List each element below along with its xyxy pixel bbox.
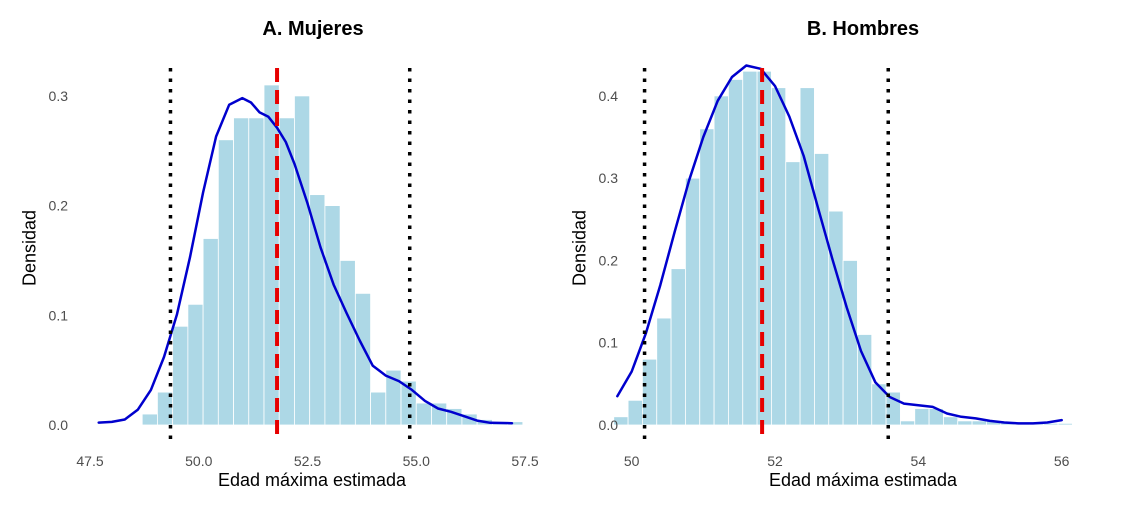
- x-axis-ticks: 50 52 54 56: [624, 453, 1070, 469]
- y-tick-label: 0.2: [49, 198, 69, 214]
- x-axis-label: Edad máxima estimada: [768, 470, 958, 490]
- histogram-bars: [613, 70, 1073, 426]
- x-tick-label: 50.0: [185, 453, 212, 469]
- histogram-bar: [943, 416, 959, 426]
- histogram-bar: [857, 334, 873, 426]
- histogram-bar: [324, 205, 341, 426]
- density-curve-group: [97, 96, 514, 425]
- x-axis-label: Edad máxima estimada: [217, 470, 407, 490]
- x-tick-label: 52: [767, 453, 783, 469]
- x-tick-label: 57.5: [511, 453, 538, 469]
- histogram-bar: [202, 238, 219, 426]
- histogram-bar: [370, 391, 387, 426]
- chart-panel-hombres: B. Hombres 50 52 54 56 0.0 0.1 0.2 0.3 0.4 Edad…: [560, 0, 1120, 511]
- histogram-bar: [141, 413, 158, 426]
- histogram-bars: [141, 84, 524, 426]
- histogram-bar: [699, 128, 715, 426]
- histogram-bar: [278, 117, 295, 426]
- reference-lines: [642, 68, 890, 440]
- histogram-bar: [771, 87, 787, 426]
- y-axis-label: Densidad: [569, 209, 590, 287]
- x-tick-label: 47.5: [76, 453, 103, 469]
- y-tick-label: 0.1: [599, 335, 619, 351]
- density-curve-group: [616, 64, 1063, 425]
- histogram-bar: [785, 161, 801, 426]
- histogram-bar: [233, 117, 250, 426]
- y-axis-label: Densidad: [19, 209, 40, 287]
- chart-panel-mujeres: A. Mujeres 47.5 50.0 52.5 55.0 57.5 0.0 0.1 0.…: [0, 0, 560, 511]
- histogram-bar: [814, 153, 830, 426]
- density-curve: [97, 96, 514, 425]
- histogram-bar: [828, 210, 844, 426]
- y-axis-ticks: 0.0 0.1 0.2 0.3: [49, 88, 69, 433]
- reference-lines: [168, 68, 412, 440]
- histogram-bar: [799, 87, 815, 426]
- density-curve: [616, 64, 1063, 425]
- histogram-bar: [627, 399, 643, 426]
- x-axis-ticks: 47.5 50.0 52.5 55.0 57.5: [76, 453, 538, 469]
- histogram-bar: [248, 117, 265, 426]
- histogram-bar: [415, 402, 432, 426]
- x-tick-label: 50: [624, 453, 640, 469]
- histogram-bar: [685, 177, 701, 426]
- histogram-bar: [842, 260, 858, 426]
- histogram-bar: [1057, 422, 1073, 426]
- histogram-bar: [742, 70, 758, 426]
- histogram-bar: [914, 408, 930, 426]
- histogram-bar: [713, 95, 729, 426]
- x-tick-label: 52.5: [294, 453, 321, 469]
- y-tick-label: 0.2: [599, 252, 619, 268]
- histogram-bar: [187, 303, 204, 426]
- y-tick-label: 0.4: [599, 88, 619, 104]
- histogram-bar: [971, 420, 987, 426]
- histogram-bar: [728, 79, 744, 426]
- histogram-bar: [756, 70, 772, 426]
- histogram-bar: [900, 420, 916, 426]
- x-tick-label: 54: [911, 453, 927, 469]
- histogram-bar: [656, 317, 672, 426]
- histogram-bar: [670, 268, 686, 426]
- y-tick-label: 0.3: [599, 170, 619, 186]
- histogram-bar: [309, 194, 326, 426]
- x-tick-label: 55.0: [403, 453, 430, 469]
- histogram-bar: [957, 420, 973, 426]
- plot-area: 50 52 54 56 0.0 0.1 0.2 0.3 0.4: [599, 64, 1073, 469]
- y-tick-label: 0.1: [49, 307, 69, 323]
- histogram-bar: [294, 95, 311, 426]
- y-tick-label: 0.3: [49, 88, 69, 104]
- y-axis-ticks: 0.0 0.1 0.2 0.3 0.4: [599, 88, 619, 433]
- y-tick-label: 0.0: [49, 417, 69, 433]
- plot-area: 47.5 50.0 52.5 55.0 57.5 0.0 0.1 0.2 0.3: [49, 68, 539, 469]
- y-tick-label: 0.0: [599, 417, 619, 433]
- chart-title: A. Mujeres: [262, 18, 364, 40]
- chart-title: B. Hombres: [806, 18, 920, 40]
- histogram-bar: [339, 260, 356, 426]
- histogram-bar: [157, 391, 174, 426]
- histogram-bar: [217, 139, 234, 426]
- x-tick-label: 56: [1054, 453, 1070, 469]
- histogram-bar: [172, 325, 189, 426]
